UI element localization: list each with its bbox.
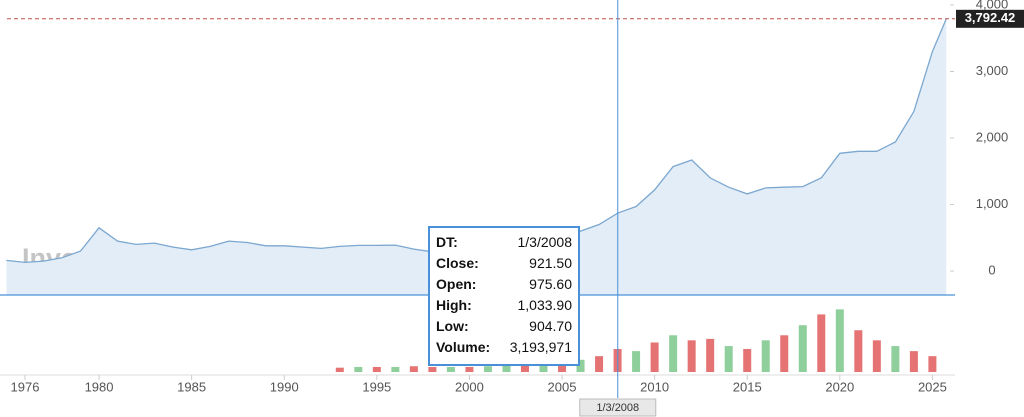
tooltip-label: DT: xyxy=(436,234,458,250)
volume-bar xyxy=(539,364,548,372)
volume-bar xyxy=(428,366,437,372)
tooltip-row: Close: 921.50 xyxy=(436,253,572,274)
crosshair-label: 1/3/2008 xyxy=(596,402,639,414)
volume-bar xyxy=(798,325,807,372)
tooltip-row: Low: 904.70 xyxy=(436,316,572,337)
volume-bar xyxy=(409,366,418,372)
x-tick-label: 1985 xyxy=(177,379,206,394)
volume-bar xyxy=(576,359,585,372)
x-tick-label: 1990 xyxy=(270,379,299,394)
volume-bar xyxy=(743,348,752,372)
volume-bar xyxy=(354,366,363,372)
tooltip-row: DT: 1/3/2008 xyxy=(436,232,572,253)
x-tick-label: 1995 xyxy=(362,379,391,394)
volume-bar xyxy=(854,330,863,372)
volume-bar xyxy=(335,367,344,372)
volume-bar xyxy=(872,340,881,372)
volume-bar xyxy=(928,356,937,372)
tooltip-label: Volume: xyxy=(436,339,491,355)
volume-bar xyxy=(391,366,400,372)
x-tick-label: 2010 xyxy=(640,379,669,394)
last-value-box xyxy=(956,9,1024,28)
x-tick-label: 2025 xyxy=(918,379,947,394)
y-tick-label: 4,000 xyxy=(976,0,1009,11)
volume-bar xyxy=(724,346,733,372)
volume-bar xyxy=(687,340,696,372)
tooltip-label: High: xyxy=(436,297,472,313)
tooltip-row: High: 1,033.90 xyxy=(436,295,572,316)
tooltip-row: Volume: 3,193,971 xyxy=(436,337,572,358)
area-fill xyxy=(6,18,947,296)
volume-bar xyxy=(650,342,659,372)
volume-bar xyxy=(909,351,918,372)
volume-bar xyxy=(632,351,641,372)
x-tick-label: 2000 xyxy=(455,379,484,394)
x-tick-label: 1980 xyxy=(85,379,114,394)
volume-bar xyxy=(780,335,789,372)
volume-bar xyxy=(558,363,567,372)
volume-bar xyxy=(669,335,678,372)
tooltip-label: Close: xyxy=(436,255,479,271)
tooltip-value: 975.60 xyxy=(529,276,572,292)
y-tick-label: 3,000 xyxy=(976,63,1009,78)
x-tick-label: 2015 xyxy=(733,379,762,394)
tooltip-label: Open: xyxy=(436,276,477,292)
volume-bar xyxy=(520,364,529,372)
y-tick-label: 0 xyxy=(988,262,995,277)
x-tick-label: 2005 xyxy=(548,379,577,394)
tooltip-value: 904.70 xyxy=(529,318,572,334)
tooltip-value: 3,193,971 xyxy=(509,339,572,355)
volume-bar xyxy=(761,340,770,372)
volume-bar xyxy=(595,356,604,372)
volume-bar xyxy=(465,366,474,372)
x-tick-label: 2020 xyxy=(825,379,854,394)
volume-bar xyxy=(372,366,381,372)
crosshair-label-box xyxy=(579,398,657,417)
tooltip-value: 1,033.90 xyxy=(517,297,573,313)
volume-bar xyxy=(706,338,715,372)
tooltip-value: 921.50 xyxy=(529,255,572,271)
volume-bar xyxy=(446,366,455,372)
tooltip-label: Low: xyxy=(436,318,469,334)
tooltip-row: Open: 975.60 xyxy=(436,274,572,295)
y-tick-label: 1,000 xyxy=(976,196,1009,211)
tooltip-value: 1/3/2008 xyxy=(517,234,573,250)
tooltip: DT: 1/3/2008 Close: 921.50 Open: 975.60 High: 1… xyxy=(428,226,580,366)
y-tick-label: 2,000 xyxy=(976,129,1009,144)
volume-bar xyxy=(483,366,492,372)
volume-bar xyxy=(891,346,900,372)
volume-bar xyxy=(835,309,844,372)
volume-bar xyxy=(817,314,826,372)
last-value-label: 3,792.42 xyxy=(965,10,1016,25)
volume-bar xyxy=(502,365,511,372)
x-tick-label: 1976 xyxy=(11,379,40,394)
